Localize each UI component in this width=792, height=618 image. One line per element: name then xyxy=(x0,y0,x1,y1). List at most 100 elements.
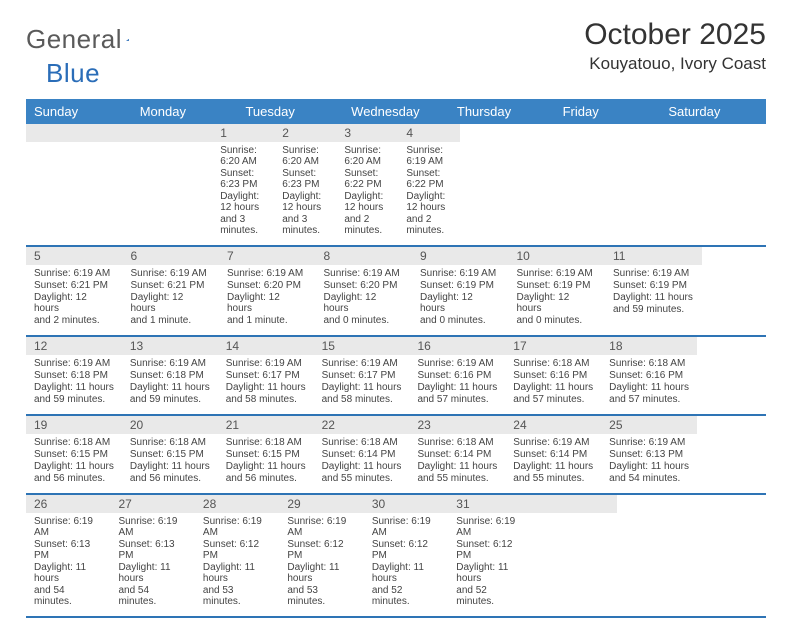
dow-tuesday: Tuesday xyxy=(237,99,343,124)
day-daylight1: Daylight: 11 hours xyxy=(417,382,497,393)
day-sunset: Sunset: 6:15 PM xyxy=(130,449,210,460)
day-number xyxy=(150,124,212,142)
day-cell: Sunrise: 6:18 AMSunset: 6:15 PMDaylight:… xyxy=(122,434,218,493)
day-number: 27 xyxy=(110,495,194,513)
day-daylight2: and 56 minutes. xyxy=(226,473,306,484)
day-daylight2: and 55 minutes. xyxy=(513,473,593,484)
day-cell: Sunrise: 6:19 AMSunset: 6:22 PMDaylight:… xyxy=(398,142,460,245)
day-cell: Sunrise: 6:19 AMSunset: 6:19 PMDaylight:… xyxy=(412,265,509,335)
day-sunrise: Sunrise: 6:19 AM xyxy=(613,268,694,279)
day-daylight1: Daylight: 11 hours xyxy=(34,562,102,584)
day-number xyxy=(26,124,88,142)
calendar-week: 1234Sunrise: 6:20 AMSunset: 6:23 PMDayli… xyxy=(26,124,766,247)
day-sunrise: Sunrise: 6:18 AM xyxy=(417,437,497,448)
day-sunrise: Sunrise: 6:19 AM xyxy=(372,516,440,538)
day-cell: Sunrise: 6:19 AMSunset: 6:20 PMDaylight:… xyxy=(219,265,316,335)
day-daylight2: and 59 minutes. xyxy=(613,304,694,315)
day-daylight2: and 53 minutes. xyxy=(203,585,271,607)
day-daylight1: Daylight: 11 hours xyxy=(513,461,593,472)
dow-saturday: Saturday xyxy=(660,99,766,124)
day-daylight2: and 59 minutes. xyxy=(34,394,114,405)
day-daylight1: Daylight: 11 hours xyxy=(609,461,689,472)
day-cell: Sunrise: 6:18 AMSunset: 6:15 PMDaylight:… xyxy=(26,434,122,493)
day-sunrise: Sunrise: 6:19 AM xyxy=(131,268,212,279)
day-daylight2: and 54 minutes. xyxy=(609,473,689,484)
day-sunset: Sunset: 6:20 PM xyxy=(324,280,405,291)
day-cell: Sunrise: 6:19 AMSunset: 6:20 PMDaylight:… xyxy=(316,265,413,335)
day-sunset: Sunset: 6:14 PM xyxy=(322,449,402,460)
day-sunrise: Sunrise: 6:19 AM xyxy=(34,516,102,538)
day-daylight1: Daylight: 12 hours xyxy=(517,292,598,314)
dow-friday: Friday xyxy=(555,99,661,124)
day-number: 14 xyxy=(218,337,314,355)
dow-monday: Monday xyxy=(132,99,238,124)
day-daylight1: Daylight: 11 hours xyxy=(226,461,306,472)
day-cell xyxy=(26,142,88,245)
day-cell: Sunrise: 6:19 AMSunset: 6:21 PMDaylight:… xyxy=(123,265,220,335)
day-daylight1: Daylight: 12 hours xyxy=(406,191,452,213)
day-daylight2: and 54 minutes. xyxy=(34,585,102,607)
day-cell: Sunrise: 6:18 AMSunset: 6:15 PMDaylight:… xyxy=(218,434,314,493)
day-sunset: Sunset: 6:16 PM xyxy=(417,370,497,381)
day-number: 18 xyxy=(601,337,697,355)
day-number: 31 xyxy=(448,495,532,513)
day-info-row: Sunrise: 6:18 AMSunset: 6:15 PMDaylight:… xyxy=(26,434,697,493)
day-sunset: Sunset: 6:12 PM xyxy=(287,539,355,561)
day-daylight2: and 57 minutes. xyxy=(513,394,593,405)
day-daylight2: and 2 minutes. xyxy=(406,214,452,236)
day-sunrise: Sunrise: 6:19 AM xyxy=(287,516,355,538)
daynum-strip: 12131415161718 xyxy=(26,337,697,355)
day-daylight1: Daylight: 12 hours xyxy=(282,191,328,213)
logo: General xyxy=(26,24,148,55)
day-daylight2: and 52 minutes. xyxy=(456,585,524,607)
day-daylight1: Daylight: 11 hours xyxy=(372,562,440,584)
day-daylight1: Daylight: 11 hours xyxy=(203,562,271,584)
day-daylight2: and 56 minutes. xyxy=(34,473,114,484)
day-daylight2: and 53 minutes. xyxy=(287,585,355,607)
day-cell: Sunrise: 6:19 AMSunset: 6:13 PMDaylight:… xyxy=(601,434,697,493)
location: Kouyatouo, Ivory Coast xyxy=(584,54,766,74)
day-number: 25 xyxy=(601,416,697,434)
day-sunrise: Sunrise: 6:19 AM xyxy=(34,358,114,369)
day-sunset: Sunset: 6:22 PM xyxy=(344,168,390,190)
logo-text-a: General xyxy=(26,24,122,55)
day-sunrise: Sunrise: 6:19 AM xyxy=(609,437,689,448)
dow-wednesday: Wednesday xyxy=(343,99,449,124)
day-daylight2: and 57 minutes. xyxy=(417,394,497,405)
day-number xyxy=(88,124,150,142)
day-daylight1: Daylight: 11 hours xyxy=(513,382,593,393)
day-cell: Sunrise: 6:19 AMSunset: 6:17 PMDaylight:… xyxy=(218,355,314,414)
day-number: 5 xyxy=(26,247,123,265)
day-number xyxy=(533,495,617,513)
day-sunrise: Sunrise: 6:20 AM xyxy=(344,145,390,167)
day-sunrise: Sunrise: 6:18 AM xyxy=(609,358,689,369)
day-sunset: Sunset: 6:16 PM xyxy=(513,370,593,381)
day-number: 8 xyxy=(316,247,413,265)
month-title: October 2025 xyxy=(584,18,766,52)
day-number: 7 xyxy=(219,247,316,265)
day-cell: Sunrise: 6:20 AMSunset: 6:23 PMDaylight:… xyxy=(274,142,336,245)
day-sunset: Sunset: 6:12 PM xyxy=(456,539,524,561)
day-sunrise: Sunrise: 6:19 AM xyxy=(517,268,598,279)
day-number: 26 xyxy=(26,495,110,513)
day-sunset: Sunset: 6:21 PM xyxy=(131,280,212,291)
day-sunset: Sunset: 6:17 PM xyxy=(322,370,402,381)
day-cell: Sunrise: 6:19 AMSunset: 6:21 PMDaylight:… xyxy=(26,265,123,335)
day-daylight1: Daylight: 11 hours xyxy=(34,461,114,472)
day-daylight2: and 0 minutes. xyxy=(420,315,501,326)
day-daylight1: Daylight: 11 hours xyxy=(118,562,186,584)
day-number: 6 xyxy=(123,247,220,265)
calendar-week: 262728293031Sunrise: 6:19 AMSunset: 6:13… xyxy=(26,495,766,618)
day-cell: Sunrise: 6:18 AMSunset: 6:14 PMDaylight:… xyxy=(409,434,505,493)
day-sunrise: Sunrise: 6:19 AM xyxy=(203,516,271,538)
day-sunrise: Sunrise: 6:19 AM xyxy=(34,268,115,279)
day-sunset: Sunset: 6:12 PM xyxy=(372,539,440,561)
day-cell: Sunrise: 6:19 AMSunset: 6:19 PMDaylight:… xyxy=(509,265,606,335)
day-daylight2: and 0 minutes. xyxy=(324,315,405,326)
day-sunset: Sunset: 6:15 PM xyxy=(34,449,114,460)
day-number: 23 xyxy=(409,416,505,434)
day-sunrise: Sunrise: 6:18 AM xyxy=(34,437,114,448)
day-daylight2: and 58 minutes. xyxy=(226,394,306,405)
day-sunrise: Sunrise: 6:19 AM xyxy=(226,358,306,369)
day-daylight1: Daylight: 11 hours xyxy=(130,382,210,393)
